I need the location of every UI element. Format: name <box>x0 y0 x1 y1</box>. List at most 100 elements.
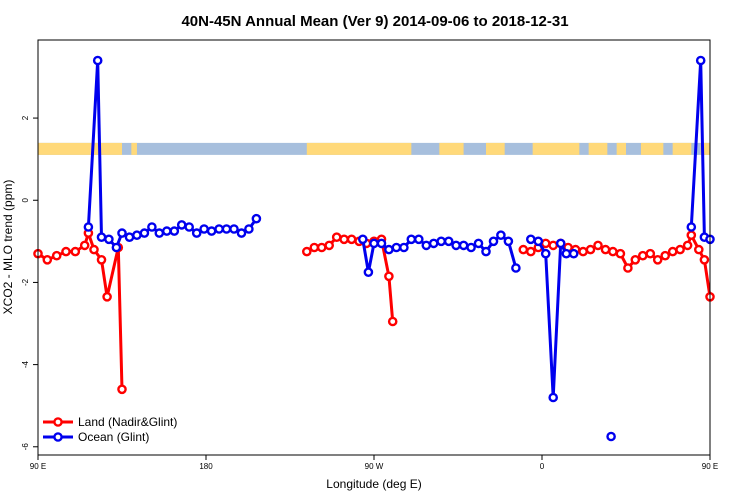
series-0-point-2-15 <box>630 254 641 265</box>
series-0-point-1-4 <box>331 232 342 242</box>
series-0-point-0-8 <box>96 254 107 265</box>
series-1-point-1-11 <box>436 236 447 247</box>
series-0 <box>33 228 715 395</box>
series-1-point-0-3 <box>104 234 114 245</box>
series-1-point-0-15 <box>191 228 202 238</box>
series-1-point-0-17 <box>206 226 217 236</box>
series-1-point-1-4 <box>384 244 394 255</box>
series-1-point-0-23 <box>251 213 262 224</box>
series-0-point-1-5 <box>339 234 349 245</box>
series-1-point-0-0 <box>83 222 94 232</box>
series-1-point-0-10 <box>154 228 165 238</box>
series-0-point-2-22 <box>682 240 693 251</box>
series-1-point-0-21 <box>236 228 247 238</box>
series-1-point-1-10 <box>428 238 439 249</box>
series-0-point-1-2 <box>316 242 327 253</box>
x-tick-label-0: 90 E <box>30 462 46 471</box>
series-1-point-1-1 <box>363 267 374 278</box>
series-1-point-1-5 <box>391 242 402 253</box>
series-0-point-0-2 <box>51 250 62 261</box>
series-1 <box>83 55 715 403</box>
series-1-point-0-14 <box>184 222 194 232</box>
series-1-point-1-12 <box>443 236 454 247</box>
series-0-point-1-0 <box>301 246 312 257</box>
series-layer <box>33 55 715 442</box>
series-0-point-2-20 <box>667 246 678 257</box>
band-land-segment-0 <box>38 142 122 155</box>
series-0-point-2-14 <box>623 263 633 273</box>
x-tick-label-4: 90 E <box>702 462 718 471</box>
series-1-point-0-8 <box>139 228 150 238</box>
series-0-point-1-6 <box>346 234 357 245</box>
series-1-point-0-7 <box>132 230 142 240</box>
series-1-point-1-17 <box>481 246 491 257</box>
y-tick-label-4: -6 <box>21 443 30 451</box>
series-0-point-0-1 <box>42 254 53 265</box>
series-1-point-0-9 <box>147 222 157 232</box>
legend-label-1: Ocean (Glint) <box>78 430 149 444</box>
series-0-point-2-17 <box>645 248 656 259</box>
series-1-point-1-6 <box>399 242 409 253</box>
y-tick-label-0: 2 <box>21 115 30 120</box>
series-1-point-1-8 <box>413 234 424 245</box>
series-0-point-0-11 <box>117 384 127 395</box>
series-0-point-2-1 <box>526 246 536 257</box>
legend-label-0: Land (Nadir&Glint) <box>78 415 177 429</box>
series-1-point-0-22 <box>244 224 254 234</box>
band-land-segment-2 <box>306 142 412 155</box>
series-0-point-2-13 <box>615 248 626 259</box>
series-1-point-0-1 <box>92 55 103 66</box>
band-land-segment-8 <box>640 142 664 155</box>
series-1-point-0-20 <box>229 224 239 234</box>
series-1-point-0-4 <box>111 242 122 253</box>
series-0-point-1-1 <box>309 242 320 253</box>
series-1-point-2-1 <box>533 236 544 247</box>
chart-title: 40N-45N Annual Mean (Ver 9) 2014-09-06 t… <box>181 13 568 30</box>
y-tick-label-1: 0 <box>21 197 30 202</box>
series-0-point-2-12 <box>608 246 618 257</box>
series-1-point-0-2 <box>96 232 107 242</box>
series-0-point-2-4 <box>548 240 559 251</box>
series-1-point-0-12 <box>169 226 180 236</box>
x-tick-label-2: 90 W <box>365 462 384 471</box>
x-axis: 90 E 180 90 W 0 90 E <box>30 455 718 471</box>
legend-marker-1 <box>53 432 63 442</box>
y-axis: 2 0 -2 -4 -6 <box>21 115 38 450</box>
series-0-point-2-11 <box>600 244 611 255</box>
series-1-point-1-14 <box>458 240 469 251</box>
y-axis-label: XCO2 - MLO trend (ppm) <box>1 180 15 315</box>
series-0-point-2-0 <box>518 244 529 255</box>
series-1-point-1-15 <box>466 242 476 253</box>
band-land-segment-6 <box>588 142 608 155</box>
series-1-point-3-0 <box>686 222 697 232</box>
series-0-point-2-24 <box>694 244 704 255</box>
x-tick-label-3: 0 <box>540 462 545 471</box>
series-1-point-2-4 <box>555 238 566 249</box>
legend-marker-0 <box>53 417 63 427</box>
series-1-point-0-13 <box>176 220 187 230</box>
series-1-point-1-2 <box>369 238 379 249</box>
series-1-point-2-5 <box>561 248 572 259</box>
y-tick-label-3: -4 <box>21 361 30 369</box>
series-1-point-0-19 <box>221 224 232 234</box>
series-1-point-0-16 <box>199 224 209 234</box>
series-1-point-1-7 <box>406 234 417 245</box>
series-1-point-1-21 <box>511 263 521 273</box>
series-0-point-0-9 <box>102 291 112 302</box>
series-0-point-1-3 <box>324 240 335 251</box>
series-0-point-0-5 <box>79 240 90 251</box>
band-land-segment-5 <box>532 142 580 155</box>
series-1-point-1-18 <box>488 236 499 247</box>
series-0-point-2-10 <box>593 240 603 251</box>
series-1-point-2-3 <box>548 392 559 403</box>
series-1-point-1-16 <box>473 238 484 249</box>
series-1-point-0-6 <box>124 232 135 242</box>
series-1-point-2-2 <box>540 248 551 259</box>
series-0-point-2-19 <box>660 250 671 261</box>
series-0-point-0-4 <box>70 246 81 257</box>
series-0-point-2-25 <box>699 254 710 265</box>
isolated-point-0 <box>606 431 616 442</box>
band-land-segment-1 <box>131 142 137 155</box>
